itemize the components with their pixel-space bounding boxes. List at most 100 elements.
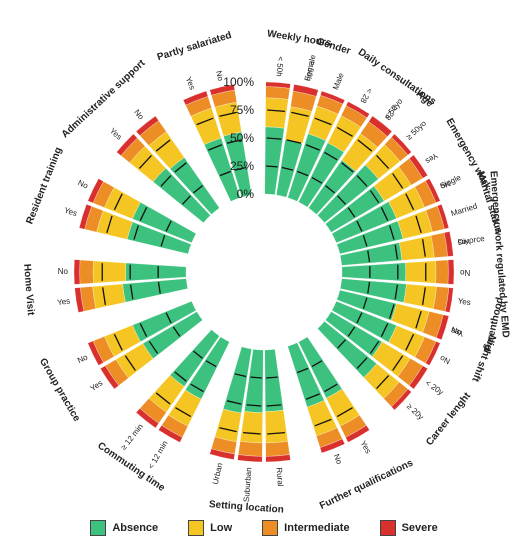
category-label-night-shift-yes: Yes — [450, 326, 465, 338]
quartile-mark-75 — [291, 111, 309, 117]
bar-home-visit-no-absence — [125, 262, 187, 282]
category-label-daily-consultations-28: < 28 — [358, 87, 374, 106]
category-label-emergency-work-regulated-by-emd-no: No — [459, 268, 470, 277]
quartile-mark-75 — [106, 215, 113, 233]
quartile-mark-50 — [190, 383, 204, 393]
quartile-mark-50 — [389, 304, 395, 319]
bar-setting-location-rural-low — [265, 410, 289, 444]
quartile-mark-75 — [113, 333, 123, 351]
category-label-age-50yo: ≥ 50yo — [404, 118, 428, 141]
quartile-mark-75 — [267, 431, 285, 435]
bar-resident-training-yes-severe — [78, 204, 92, 230]
quartile-mark-75 — [405, 333, 415, 351]
bar-weekly-hours-50h-intermediate — [265, 86, 291, 100]
bar-administrative-support-no-severe — [135, 115, 159, 136]
quartile-mark-25 — [297, 170, 309, 177]
quartile-mark-50 — [356, 175, 368, 187]
quartile-mark-75 — [405, 193, 415, 211]
quartile-mark-25 — [172, 326, 181, 337]
category-label-group-practice-yes: Yes — [89, 378, 105, 393]
category-label-commuting-time-12-min: ≥ 12 min — [119, 422, 145, 452]
category-label-home-visit-no: No — [58, 267, 69, 276]
bar-career-lenght-20y-severe — [409, 365, 428, 390]
category-label-setting-location-urban: Urban — [211, 462, 225, 485]
legend: Absence Low Intermediate Severe — [0, 520, 528, 536]
quartile-mark-75 — [376, 375, 390, 389]
quartile-mark-25 — [337, 339, 347, 349]
bar-gender-male-severe — [320, 90, 345, 105]
legend-swatch-intermediate — [262, 520, 279, 536]
bar-commuting-time-12-min-severe — [158, 425, 183, 443]
bar-administrative-support-yes-severe — [116, 133, 138, 156]
quartile-mark-75 — [314, 117, 332, 126]
quartile-mark-25 — [367, 250, 371, 263]
category-label-setting-location-suburban: Suburban — [242, 467, 254, 502]
quartile-mark-25 — [250, 376, 262, 379]
quartile-mark-50 — [324, 151, 338, 161]
bar-home-visit-yes-severe — [74, 287, 85, 313]
group-label-career-lenght: Career lenght — [424, 390, 473, 448]
legend-label-intermediate: Intermediate — [284, 522, 350, 534]
bar-daily-consultations-28-severe — [368, 115, 393, 137]
quartile-mark-25 — [193, 185, 203, 194]
bar-parenthood-yes-severe — [445, 287, 454, 313]
category-label-marital-status-divorce: Divorce — [457, 234, 486, 247]
tick-label-25: 25% — [230, 159, 254, 173]
quartile-mark-75 — [138, 155, 152, 169]
quartile-mark-25 — [219, 170, 231, 177]
tick-labels: 0% 25% 50% 75% 100% — [223, 75, 254, 201]
category-label-night-shift-no: No — [438, 353, 452, 366]
bar-home-visit-no-low — [92, 260, 126, 284]
bar-setting-location-rural-intermediate — [265, 441, 290, 457]
quartile-mark-50 — [356, 357, 368, 369]
category-label-resident-training-no: No — [76, 178, 90, 191]
bar-setting-location-rural-absence — [264, 349, 284, 412]
category-label-commuting-time-12-min: < 12 min — [146, 439, 169, 470]
bar-emergency-work-yes-severe — [409, 154, 428, 179]
bar-weekly-hours-50h-low — [265, 97, 289, 129]
bar-emergency-work-regulated-by-emd-yes-severe — [443, 231, 454, 257]
quartile-mark-50 — [246, 404, 262, 407]
quartile-mark-50 — [226, 400, 242, 405]
bar-setting-location-suburban-severe — [237, 454, 263, 463]
quartile-mark-75 — [175, 407, 192, 418]
quartile-mark-75 — [219, 111, 237, 117]
legend-label-severe: Severe — [401, 522, 438, 534]
group-label-resident-training: Resident training — [24, 146, 64, 226]
bar-partly-salariated-yes-severe — [183, 90, 209, 106]
quartile-mark-75 — [415, 215, 422, 233]
quartile-mark-50 — [341, 162, 354, 173]
quartile-mark-75 — [421, 287, 426, 305]
bar-age-50yo-severe — [391, 133, 412, 156]
quartile-mark-75 — [376, 155, 390, 169]
quartile-mark-25 — [347, 326, 356, 337]
group-label-partly-salariated: Partly salariated — [156, 30, 233, 63]
quartile-mark-75 — [336, 407, 353, 418]
bar-setting-location-rural-severe — [265, 454, 291, 463]
group-label-night-shift: Night shift — [469, 333, 498, 384]
quartile-mark-75 — [102, 287, 107, 305]
bar-partly-salariated-no-severe — [209, 84, 235, 96]
group-label-further-qualifications: Further qualifications — [318, 457, 415, 511]
category-label-further-qualifications-yes: Yes — [358, 439, 372, 455]
category-label-parenthood-yes: Yes — [457, 296, 471, 307]
tick-label-100: 100% — [223, 75, 254, 89]
quartile-mark-25 — [356, 220, 363, 232]
legend-item-severe: Severe — [379, 520, 438, 536]
bar-emergency-work-regulated-by-emd-no-intermediate — [435, 259, 449, 285]
category-label-emergency-work-regulated-by-emd-yes: Yes — [457, 237, 471, 248]
quartile-mark-75 — [392, 173, 404, 189]
quartile-mark-75 — [336, 126, 353, 137]
quartile-mark-75 — [155, 392, 171, 405]
quartile-mark-50 — [380, 323, 389, 337]
bar-further-qualifications-yes-severe — [345, 425, 370, 443]
quartile-mark-75 — [196, 117, 214, 126]
group-label-setting-location: Setting location — [209, 499, 285, 516]
quartile-mark-50 — [369, 340, 380, 354]
quartile-mark-25 — [362, 235, 368, 247]
quartile-mark-25 — [325, 185, 335, 194]
quartile-mark-50 — [148, 340, 159, 354]
category-label-partly-salariated-no: No — [214, 70, 225, 83]
category-label-emergency-work-no: No — [438, 179, 452, 192]
bar-setting-location-suburban-intermediate — [238, 441, 263, 457]
